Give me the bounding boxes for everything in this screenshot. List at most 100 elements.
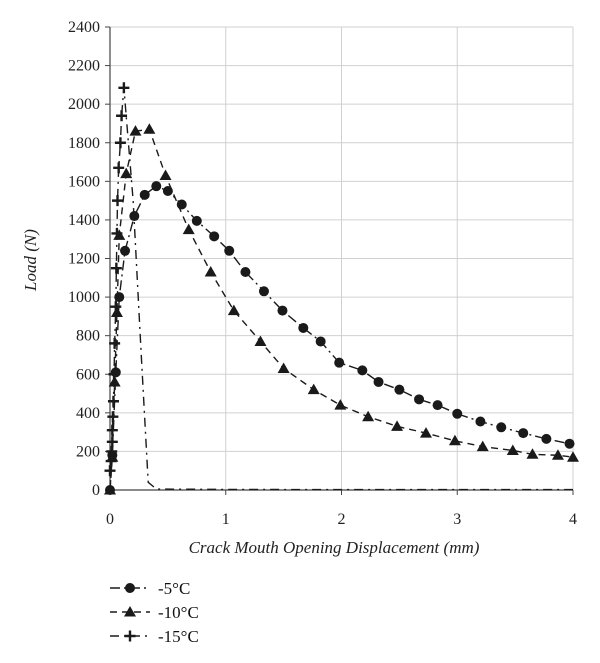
data-point-circle (394, 384, 405, 395)
data-point-circle (414, 394, 425, 405)
data-point-triangle (104, 484, 116, 495)
data-point-triangle (129, 125, 142, 136)
y-tick-label: 0 (92, 482, 100, 499)
data-point-triangle (391, 420, 404, 431)
data-point-triangle (567, 451, 579, 462)
data-point-triangle (254, 335, 267, 346)
data-point-circle (564, 438, 575, 449)
legend-marker-triangle (124, 606, 136, 617)
data-point-circle (475, 416, 486, 427)
y-tick-label: 1800 (68, 135, 100, 152)
grid (109, 26, 574, 491)
data-point-circle (298, 322, 309, 333)
data-point-triangle (143, 123, 156, 134)
data-point-plus (109, 337, 121, 349)
y-tick-label: 600 (76, 366, 100, 383)
series-2 (104, 123, 579, 495)
data-point-plus (114, 137, 126, 149)
data-point-circle (373, 376, 384, 387)
data-point-triangle (526, 448, 539, 459)
data-point-plus (110, 301, 122, 313)
legend-label: -10°C (158, 603, 199, 622)
data-point-circle (110, 367, 121, 378)
data-point-circle (191, 215, 202, 226)
data-point-plus (110, 262, 122, 274)
data-point-triangle (334, 399, 347, 410)
legend-label: -15°C (158, 627, 199, 646)
legend: -5°C -10°C -15°C (110, 579, 199, 646)
data-point-circle (240, 267, 251, 278)
data-point-circle (541, 433, 552, 444)
data-point-plus (113, 162, 125, 174)
x-tick-label: 4 (569, 511, 577, 528)
y-tick-label: 2400 (68, 19, 100, 36)
data-point-plus (107, 395, 119, 407)
data-point-circle (496, 422, 507, 433)
y-tick-label: 800 (76, 328, 100, 345)
data-point-triangle (307, 383, 320, 395)
x-tick-label: 2 (338, 511, 346, 528)
data-point-triangle (448, 434, 461, 446)
data-point-triangle (204, 266, 217, 277)
data-point-plus (105, 455, 117, 467)
data-point-plus (106, 445, 118, 457)
data-point-circle (357, 365, 368, 376)
y-tick-label: 200 (76, 443, 100, 460)
data-point-plus (104, 465, 116, 477)
data-point-plus (111, 227, 123, 239)
series-1 (105, 181, 575, 495)
data-point-triangle (476, 440, 489, 452)
data-point-circle (176, 199, 187, 210)
data-point-triangle (277, 362, 290, 373)
series-line (109, 185, 570, 491)
data-point-circle (334, 357, 345, 368)
data-point-triangle (419, 427, 432, 438)
x-tick-label: 0 (106, 511, 114, 528)
data-point-circle (277, 305, 288, 316)
series-3 (104, 82, 573, 491)
data-point-triangle (108, 375, 121, 387)
y-tick-label: 1400 (68, 212, 100, 229)
legend-item: -10°C (110, 603, 199, 622)
data-point-triangle (120, 167, 133, 179)
x-tick-label: 3 (453, 511, 461, 528)
y-tick-label: 2200 (68, 58, 100, 75)
data-point-plus (107, 411, 119, 423)
y-tick-label: 1200 (68, 251, 100, 268)
data-point-triangle (159, 169, 172, 181)
data-point-circle (209, 231, 220, 242)
data-point-triangle (506, 444, 519, 455)
legend-item: -5°C (110, 579, 190, 598)
data-point-triangle (227, 304, 240, 316)
y-axis-title: Load (N) (21, 229, 40, 292)
data-point-plus (108, 368, 120, 380)
data-point-plus (112, 195, 124, 207)
data-point-circle (151, 181, 162, 192)
legend-marker-circle (125, 583, 135, 593)
data-point-plus (118, 82, 130, 94)
data-point-circle (224, 245, 235, 256)
data-point-circle (139, 189, 150, 200)
data-point-plus (106, 436, 118, 448)
legend-item: -15°C (110, 627, 199, 646)
data-point-triangle (362, 410, 375, 422)
data-point-circle (452, 408, 463, 419)
legend-marker-plus (124, 630, 136, 642)
y-tick-label: 1600 (68, 173, 100, 190)
data-point-plus (106, 424, 118, 436)
data-point-circle (258, 286, 269, 297)
y-tick-label: 400 (76, 405, 100, 422)
data-point-circle (120, 245, 131, 256)
data-point-circle (432, 400, 443, 411)
data-point-circle (518, 428, 529, 439)
series-layer (104, 82, 579, 495)
data-point-triangle (551, 449, 564, 460)
y-tick-label: 2000 (68, 96, 100, 113)
data-point-circle (315, 336, 326, 347)
data-point-circle (114, 292, 125, 303)
x-tick-label: 1 (222, 511, 230, 528)
data-point-triangle (182, 223, 195, 235)
x-axis-title: Crack Mouth Opening Displacement (mm) (189, 538, 480, 557)
data-point-plus (116, 110, 128, 122)
